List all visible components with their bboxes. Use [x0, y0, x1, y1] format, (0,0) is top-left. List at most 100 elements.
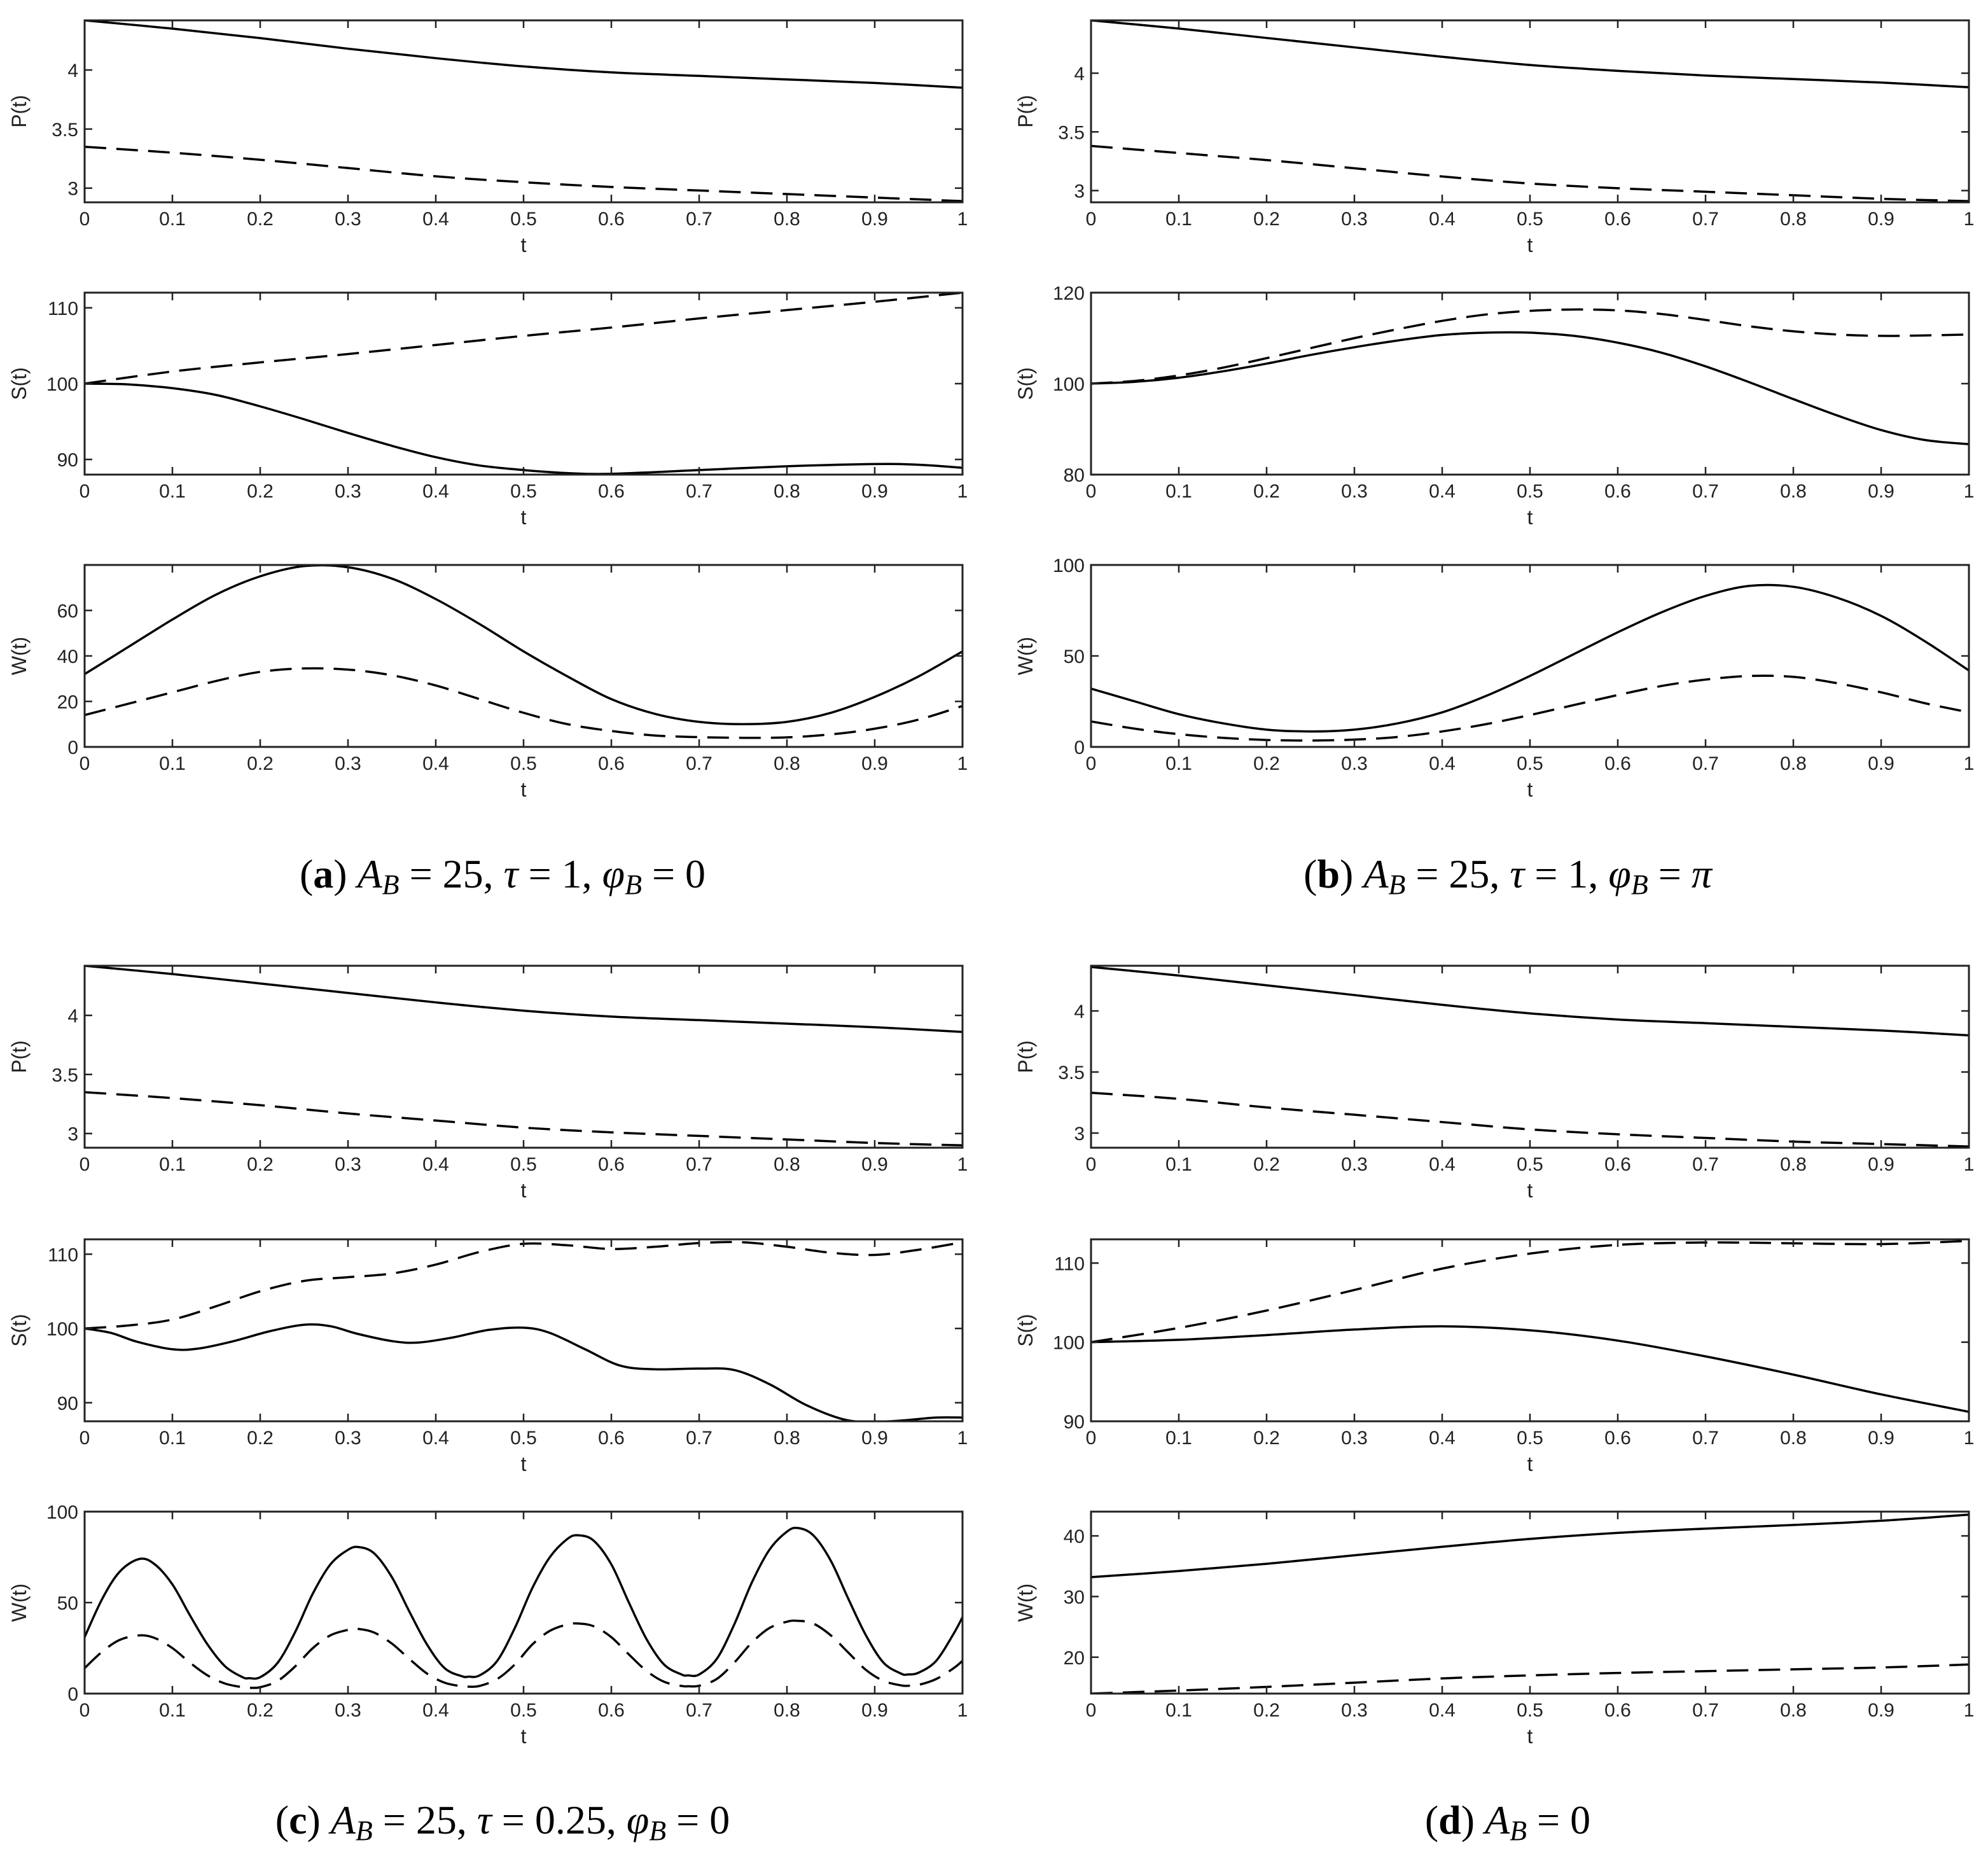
caption-part: = 25, — [1405, 851, 1510, 896]
y-axis-label: W(t) — [8, 637, 31, 675]
caption-part: = 0.25, — [492, 1797, 627, 1842]
caption-part: A — [1482, 1797, 1510, 1842]
y-tick-label: 4 — [67, 1006, 78, 1027]
x-tick-label: 0.3 — [335, 753, 361, 774]
y-tick-label: 3 — [1074, 181, 1085, 202]
x-tick-label: 0.8 — [774, 1700, 800, 1721]
chart-a-P: 0 0.1 0.2 0.3 0.4 0.5 0.6 0.7 0.8 0.9 1 t 3 3.5 4 P(t) — [8, 19, 968, 256]
caption-part: A — [1361, 851, 1389, 896]
x-tick-label: 0.1 — [1165, 753, 1192, 774]
x-tick-label: 0.7 — [1692, 1700, 1719, 1721]
y-tick-label: 4 — [67, 60, 78, 81]
y-axis-label: P(t) — [1014, 95, 1037, 128]
x-tick-label: 0.1 — [159, 1700, 186, 1721]
caption-part: τ — [504, 851, 520, 896]
series-dashed-line — [85, 1090, 963, 1147]
x-tick-label: 0.3 — [335, 1154, 361, 1175]
caption-paren: ( — [275, 1797, 289, 1842]
x-tick-label: 0.2 — [1253, 481, 1280, 502]
x-tick-label: 0.9 — [861, 1700, 888, 1721]
panel-b: 0 0.1 0.2 0.3 0.4 0.5 0.6 0.7 0.8 0.9 1t33.54P(t)0… — [1014, 19, 1974, 900]
x-axis-label: t — [1527, 1725, 1533, 1748]
chart-a-W: 0 0.1 0.2 0.3 0.4 0.5 0.6 0.7 0.8 0.9 1 t 0 20 40 60 W(t… — [8, 564, 968, 801]
x-axis-label: t — [1527, 233, 1533, 256]
x-tick-label: 0.9 — [861, 481, 888, 502]
x-tick-label: 0.1 — [1165, 1700, 1192, 1721]
x-tick-label: 0.5 — [1517, 753, 1543, 774]
caption-part: B — [1510, 1815, 1527, 1846]
y-axis-label: W(t) — [1014, 1584, 1037, 1622]
y-tick-label: 4 — [1074, 1001, 1085, 1022]
x-tick-label: 0.3 — [1341, 753, 1368, 774]
series-dashed-line — [1091, 144, 1969, 202]
y-axis-label: P(t) — [1014, 1040, 1037, 1073]
x-axis-label: t — [1527, 1452, 1533, 1475]
x-tick-label: 1 — [1964, 1428, 1975, 1449]
series-dashed-line — [85, 667, 963, 739]
x-tick-label: 0.8 — [1780, 481, 1807, 502]
y-tick-label: 3.5 — [52, 120, 78, 141]
x-axis-label: t — [521, 1452, 527, 1475]
caption-part: φ — [627, 1797, 649, 1842]
y-tick-label: 100 — [46, 374, 78, 395]
caption-part: π — [1692, 851, 1713, 896]
x-tick-label: 0.2 — [1253, 1154, 1280, 1175]
x-tick-label: 0.3 — [335, 1428, 361, 1449]
x-tick-label: 0.5 — [1517, 1428, 1543, 1449]
caption-a: (a) AB = 25, τ = 1, φB = 0 — [300, 851, 706, 900]
x-tick-label: 0.2 — [247, 209, 274, 230]
x-tick-label: 1 — [1964, 1700, 1975, 1721]
caption-letter: a — [313, 851, 333, 896]
x-tick-label: 0.8 — [1780, 209, 1807, 230]
x-tick-label: 0.4 — [422, 1428, 449, 1449]
chart-c-P: 0 0.1 0.2 0.3 0.4 0.5 0.6 0.7 0.8 0.9 1 t 3 3.5 4 P(t) — [8, 964, 968, 1202]
x-tick-label: 0.5 — [510, 209, 537, 230]
x-tick-label: 0.2 — [1253, 1700, 1280, 1721]
x-tick-label: 0.4 — [1429, 1154, 1456, 1175]
x-tick-label: 0.4 — [1429, 753, 1456, 774]
caption-part: = 25, — [400, 851, 504, 896]
x-tick-label: 0.5 — [510, 481, 537, 502]
y-tick-label: 100 — [46, 1319, 78, 1340]
plot-frame — [83, 1238, 964, 1423]
series-solid-line — [1091, 966, 1969, 1037]
y-tick-label: 100 — [46, 1502, 78, 1523]
y-tick-label: 80 — [1064, 465, 1085, 486]
x-tick-label: 0.7 — [686, 209, 712, 230]
x-tick-label: 0.1 — [159, 481, 186, 502]
caption-part: = 0 — [666, 1797, 730, 1842]
y-tick-label: 100 — [1053, 374, 1085, 395]
x-tick-label: 0.5 — [510, 1428, 537, 1449]
x-tick-label: 0 — [1086, 209, 1097, 230]
x-tick-label: 1 — [957, 753, 968, 774]
y-axis-label: W(t) — [1014, 637, 1037, 675]
x-tick-label: 0.4 — [422, 1154, 449, 1175]
series-dashed-line — [1091, 1239, 1969, 1344]
x-tick-label: 0.6 — [1604, 1428, 1631, 1449]
series-dashed-line — [85, 293, 963, 385]
caption-part: B — [649, 1815, 666, 1846]
plot-frame — [1090, 291, 1970, 476]
y-tick-label: 3.5 — [52, 1065, 78, 1086]
series-dashed-line — [1091, 1091, 1969, 1148]
y-tick-label: 30 — [1064, 1587, 1085, 1608]
x-tick-label: 0.4 — [1429, 481, 1456, 502]
caption-part: = 0 — [642, 851, 706, 896]
panel-a: 0 0.1 0.2 0.3 0.4 0.5 0.6 0.7 0.8 0.9 1t33.54P(t)0… — [8, 19, 968, 900]
y-tick-label: 0 — [67, 737, 78, 758]
caption-part: φ — [1608, 851, 1630, 896]
x-tick-label: 0.9 — [1868, 481, 1894, 502]
x-tick-label: 0 — [1086, 1700, 1097, 1721]
x-tick-label: 0.4 — [1429, 1700, 1456, 1721]
x-tick-label: 0.7 — [686, 1428, 712, 1449]
chart-c-S: 0 0.1 0.2 0.3 0.4 0.5 0.6 0.7 0.8 0.9 1 t 90 100 110 S(… — [8, 1238, 968, 1475]
series-dashed-line — [1091, 308, 1969, 385]
x-axis-label: t — [521, 233, 527, 256]
series-solid-line — [1091, 20, 1969, 88]
x-tick-label: 0.3 — [1341, 1154, 1368, 1175]
plot-frame — [83, 291, 964, 476]
caption-letter: d — [1438, 1797, 1461, 1842]
y-tick-label: 50 — [57, 1593, 78, 1614]
x-tick-label: 0.4 — [1429, 209, 1456, 230]
caption-part: = 1, — [518, 851, 602, 896]
